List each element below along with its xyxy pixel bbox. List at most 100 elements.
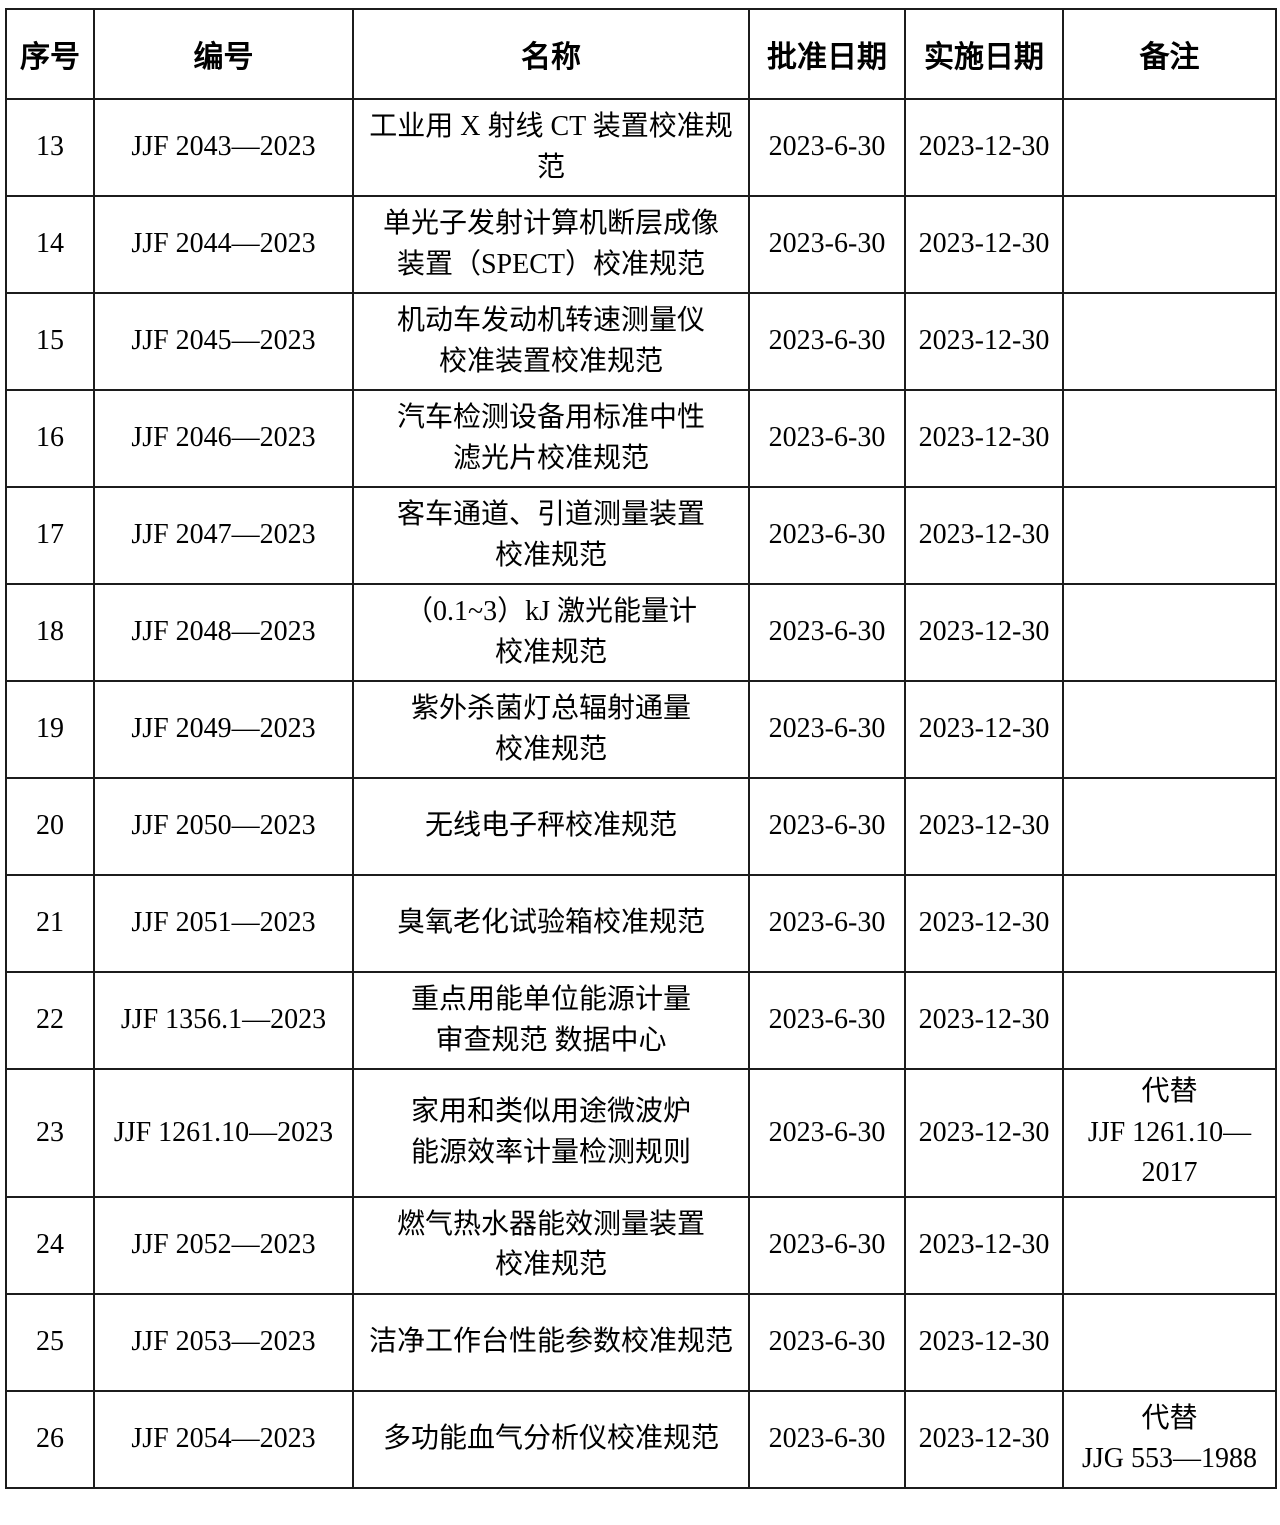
cell-name: 机动车发动机转速测量仪 校准装置校准规范: [352, 292, 750, 391]
cell-name: （0.1~3）kJ 激光能量计 校准规范: [352, 583, 750, 682]
cell-approval_date: 2023-6-30: [748, 971, 906, 1070]
table-body: 13 JJF 2043—2023 工业用 X 射线 CT 装置校准规范 2023-6-…: [5, 98, 1277, 1489]
column-header-code: 编号: [93, 8, 354, 100]
cell-remark: 代替 JJF 1261.10— 2017: [1062, 1068, 1277, 1198]
table-row: 18 JJF 2048—2023 （0.1~3）kJ 激光能量计 校准规范 2023-…: [5, 583, 1277, 682]
cell-remark: [1062, 195, 1277, 294]
cell-remark: 代替 JJG 553—1988: [1062, 1389, 1277, 1489]
cell-remark: [1062, 1195, 1277, 1295]
cell-approval_date: 2023-6-30: [748, 1068, 906, 1198]
cell-approval_date: 2023-6-30: [748, 777, 906, 876]
table-row: 17 JJF 2047—2023 客车通道、引道测量装置 校准规范 2023-6-30…: [5, 486, 1277, 585]
cell-code: JJF 2052—2023: [93, 1195, 354, 1295]
cell-no: 25: [5, 1292, 95, 1392]
cell-implementation_date: 2023-12-30: [904, 1068, 1064, 1198]
cell-code: JJF 2048—2023: [93, 583, 354, 682]
cell-approval_date: 2023-6-30: [748, 583, 906, 682]
cell-no: 24: [5, 1195, 95, 1295]
cell-name: 单光子发射计算机断层成像 装置（SPECT）校准规范: [352, 195, 750, 294]
cell-name: 客车通道、引道测量装置 校准规范: [352, 486, 750, 585]
cell-no: 13: [5, 98, 95, 197]
column-header-implementation_date: 实施日期: [904, 8, 1064, 100]
cell-code: JJF 2047—2023: [93, 486, 354, 585]
table-header: 序号 编号 名称 批准日期 实施日期 备注: [5, 8, 1277, 100]
table-row: 23 JJF 1261.10—2023 家用和类似用途微波炉 能源效率计量检测规则 2…: [5, 1068, 1277, 1198]
cell-implementation_date: 2023-12-30: [904, 1389, 1064, 1489]
cell-implementation_date: 2023-12-30: [904, 971, 1064, 1070]
column-header-name: 名称: [352, 8, 750, 100]
cell-implementation_date: 2023-12-30: [904, 292, 1064, 391]
cell-code: JJF 2051—2023: [93, 874, 354, 973]
cell-no: 20: [5, 777, 95, 876]
cell-name: 无线电子秤校准规范: [352, 777, 750, 876]
cell-code: JJF 2050—2023: [93, 777, 354, 876]
cell-implementation_date: 2023-12-30: [904, 680, 1064, 779]
cell-code: JJF 2054—2023: [93, 1389, 354, 1489]
cell-name: 家用和类似用途微波炉 能源效率计量检测规则: [352, 1068, 750, 1198]
table-row: 16 JJF 2046—2023 汽车检测设备用标准中性 滤光片校准规范 2023-6…: [5, 389, 1277, 488]
cell-no: 26: [5, 1389, 95, 1489]
standards-table: 序号 编号 名称 批准日期 实施日期 备注 13 JJF 2043—2023 工业用 X 射线…: [5, 8, 1277, 1489]
cell-name: 臭氧老化试验箱校准规范: [352, 874, 750, 973]
cell-implementation_date: 2023-12-30: [904, 98, 1064, 197]
table-row: 25 JJF 2053—2023 洁净工作台性能参数校准规范 2023-6-30 202…: [5, 1292, 1277, 1392]
table-row: 15 JJF 2045—2023 机动车发动机转速测量仪 校准装置校准规范 2023-…: [5, 292, 1277, 391]
cell-approval_date: 2023-6-30: [748, 292, 906, 391]
cell-remark: [1062, 583, 1277, 682]
cell-approval_date: 2023-6-30: [748, 195, 906, 294]
cell-name: 工业用 X 射线 CT 装置校准规范: [352, 98, 750, 197]
cell-remark: [1062, 1292, 1277, 1392]
cell-code: JJF 2045—2023: [93, 292, 354, 391]
table-row: 26 JJF 2054—2023 多功能血气分析仪校准规范 2023-6-30 2023…: [5, 1389, 1277, 1489]
cell-implementation_date: 2023-12-30: [904, 389, 1064, 488]
cell-code: JJF 2053—2023: [93, 1292, 354, 1392]
cell-name: 洁净工作台性能参数校准规范: [352, 1292, 750, 1392]
cell-no: 18: [5, 583, 95, 682]
cell-implementation_date: 2023-12-30: [904, 195, 1064, 294]
cell-approval_date: 2023-6-30: [748, 1292, 906, 1392]
cell-remark: [1062, 874, 1277, 973]
cell-code: JJF 1356.1—2023: [93, 971, 354, 1070]
cell-no: 17: [5, 486, 95, 585]
cell-remark: [1062, 292, 1277, 391]
cell-remark: [1062, 971, 1277, 1070]
cell-no: 16: [5, 389, 95, 488]
cell-approval_date: 2023-6-30: [748, 874, 906, 973]
cell-remark: [1062, 98, 1277, 197]
cell-remark: [1062, 389, 1277, 488]
table-header-row: 序号 编号 名称 批准日期 实施日期 备注: [5, 8, 1277, 100]
column-header-approval_date: 批准日期: [748, 8, 906, 100]
cell-remark: [1062, 680, 1277, 779]
cell-remark: [1062, 486, 1277, 585]
table-row: 21 JJF 2051—2023 臭氧老化试验箱校准规范 2023-6-30 2023-…: [5, 874, 1277, 973]
cell-no: 22: [5, 971, 95, 1070]
cell-approval_date: 2023-6-30: [748, 98, 906, 197]
cell-implementation_date: 2023-12-30: [904, 486, 1064, 585]
cell-approval_date: 2023-6-30: [748, 486, 906, 585]
cell-name: 多功能血气分析仪校准规范: [352, 1389, 750, 1489]
cell-remark: [1062, 777, 1277, 876]
cell-implementation_date: 2023-12-30: [904, 874, 1064, 973]
cell-implementation_date: 2023-12-30: [904, 1195, 1064, 1295]
cell-approval_date: 2023-6-30: [748, 389, 906, 488]
cell-no: 21: [5, 874, 95, 973]
cell-code: JJF 2049—2023: [93, 680, 354, 779]
cell-name: 紫外杀菌灯总辐射通量 校准规范: [352, 680, 750, 779]
table-row: 14 JJF 2044—2023 单光子发射计算机断层成像 装置（SPECT）校准规…: [5, 195, 1277, 294]
cell-code: JJF 1261.10—2023: [93, 1068, 354, 1198]
cell-approval_date: 2023-6-30: [748, 1195, 906, 1295]
cell-name: 重点用能单位能源计量 审查规范 数据中心: [352, 971, 750, 1070]
cell-implementation_date: 2023-12-30: [904, 777, 1064, 876]
cell-no: 19: [5, 680, 95, 779]
table-row: 24 JJF 2052—2023 燃气热水器能效测量装置 校准规范 2023-6-30…: [5, 1195, 1277, 1295]
cell-implementation_date: 2023-12-30: [904, 583, 1064, 682]
cell-no: 14: [5, 195, 95, 294]
cell-approval_date: 2023-6-30: [748, 680, 906, 779]
cell-approval_date: 2023-6-30: [748, 1389, 906, 1489]
cell-no: 23: [5, 1068, 95, 1198]
cell-code: JJF 2046—2023: [93, 389, 354, 488]
cell-name: 汽车检测设备用标准中性 滤光片校准规范: [352, 389, 750, 488]
cell-name: 燃气热水器能效测量装置 校准规范: [352, 1195, 750, 1295]
cell-code: JJF 2043—2023: [93, 98, 354, 197]
